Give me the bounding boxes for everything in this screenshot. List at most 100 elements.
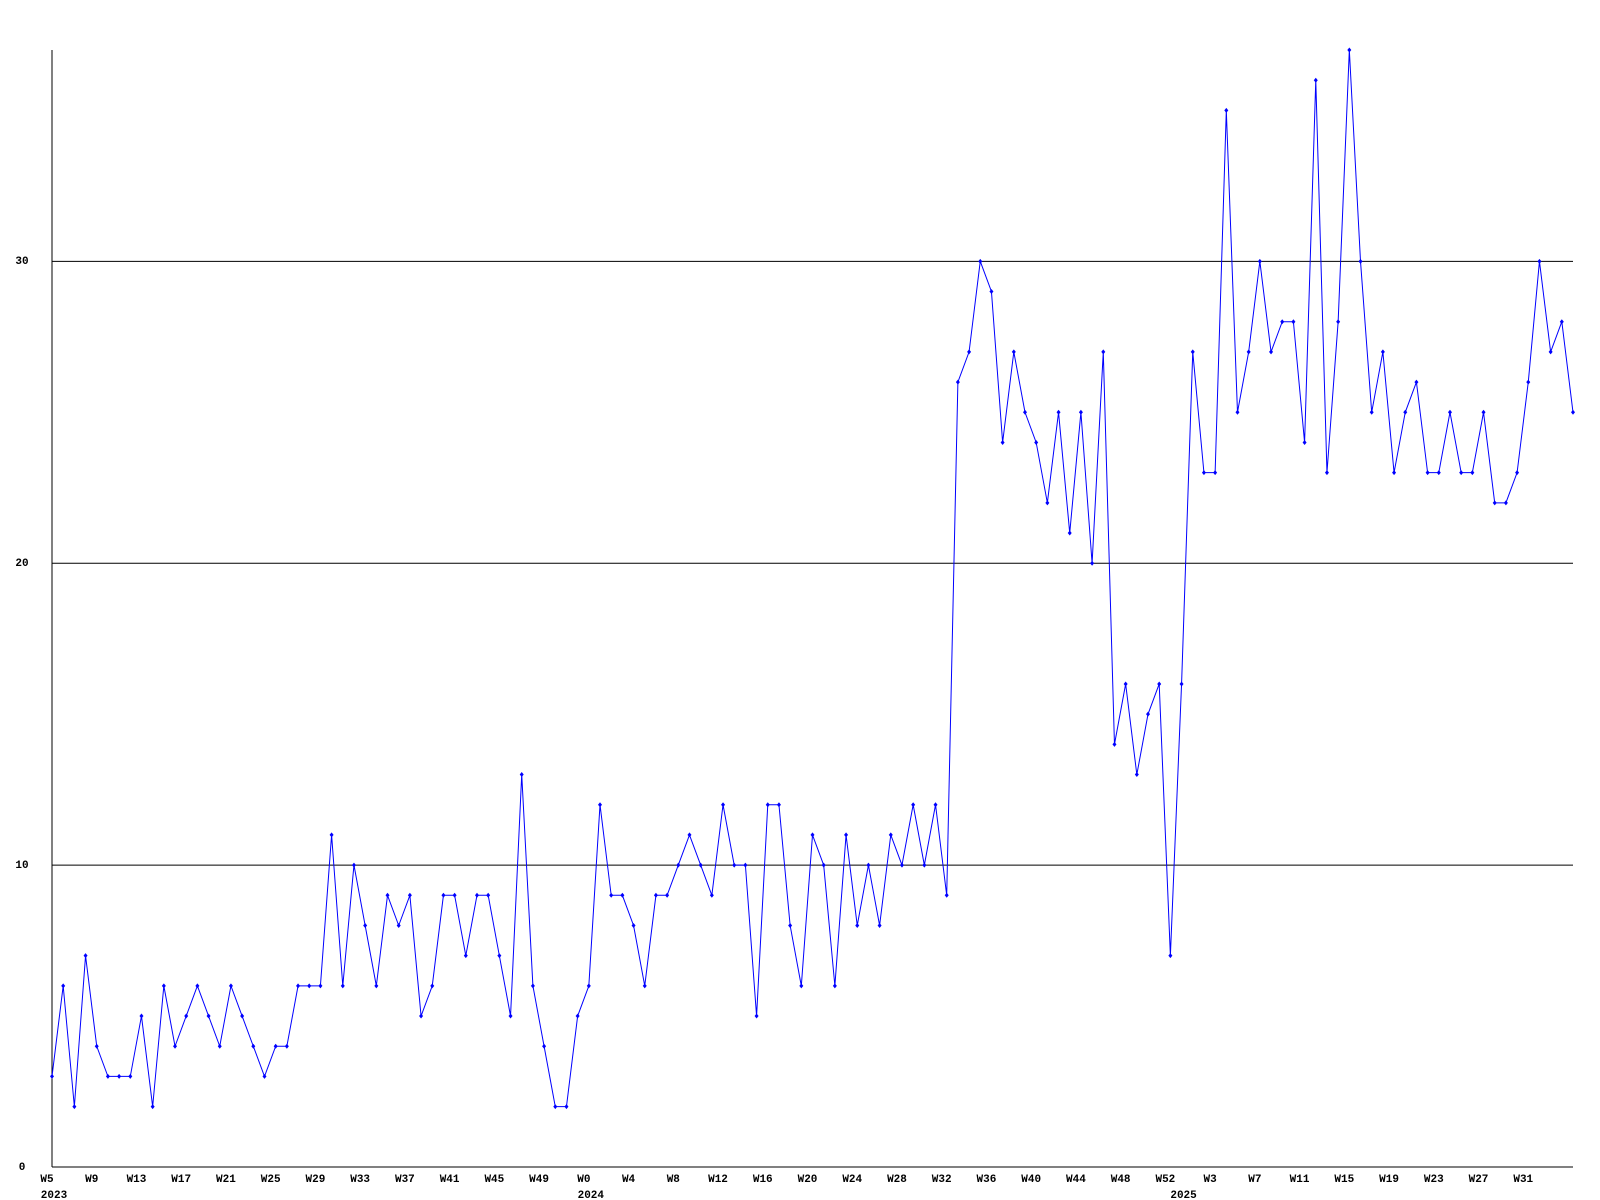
data-point: [50, 1073, 54, 1079]
data-point: [1571, 409, 1575, 415]
data-point: [1515, 470, 1520, 476]
data-point: [832, 983, 837, 989]
data-point: [1134, 772, 1139, 778]
data-point: [1101, 349, 1106, 355]
data-point: [206, 1013, 211, 1019]
x-tick-label: W25: [261, 1174, 281, 1186]
x-tick-label: W31: [1513, 1174, 1533, 1186]
x-tick-label: W4: [622, 1174, 636, 1186]
data-point: [944, 892, 949, 898]
data-point: [1425, 470, 1430, 476]
data-point: [743, 862, 748, 868]
x-tick-label: W40: [1021, 1174, 1041, 1186]
data-point: [1380, 349, 1385, 355]
data-point: [765, 802, 770, 808]
data-point: [374, 983, 379, 989]
data-point: [441, 892, 446, 898]
x-tick-label: W49: [529, 1174, 549, 1186]
data-point: [530, 983, 535, 989]
data-point: [586, 983, 591, 989]
data-point: [340, 983, 345, 989]
x-tick-label: W12: [708, 1174, 728, 1186]
data-point: [1358, 258, 1363, 264]
data-point: [1548, 349, 1553, 355]
x-tick-label: W33: [350, 1174, 370, 1186]
data-point: [217, 1043, 222, 1049]
data-point: [1213, 470, 1218, 476]
y-tick-label: 0: [19, 1162, 26, 1174]
data-point: [1056, 409, 1061, 415]
x-tick-label: W15: [1334, 1174, 1354, 1186]
x-tick-label: W24: [842, 1174, 862, 1186]
data-point: [1470, 470, 1475, 476]
data-point: [1090, 560, 1095, 566]
data-point: [1000, 439, 1005, 445]
x-tick-label: W21: [216, 1174, 236, 1186]
series-line: [51, 49, 1574, 1108]
data-point: [978, 258, 983, 264]
x-tick-label: W20: [798, 1174, 818, 1186]
data-point: [888, 832, 893, 838]
data-point: [430, 983, 435, 989]
data-point: [1481, 409, 1486, 415]
data-point: [139, 1013, 144, 1019]
data-point: [452, 892, 457, 898]
data-point: [1347, 47, 1352, 53]
data-point: [94, 1043, 99, 1049]
data-point: [1392, 470, 1397, 476]
data-point: [284, 1043, 289, 1049]
data-point: [273, 1043, 278, 1049]
data-point: [810, 832, 815, 838]
data-point: [1280, 319, 1285, 325]
data-point: [1492, 500, 1497, 506]
data-point: [1235, 409, 1240, 415]
data-point: [262, 1073, 267, 1079]
data-point: [1146, 711, 1151, 717]
data-point: [631, 922, 636, 928]
x-tick-label: W13: [127, 1174, 147, 1186]
x-tick-label: W28: [887, 1174, 907, 1186]
data-point: [61, 983, 66, 989]
data-point: [1269, 349, 1274, 355]
x-tick-label: W41: [440, 1174, 460, 1186]
data-point: [989, 289, 994, 295]
data-point: [1436, 470, 1441, 476]
y-tick-label: 20: [15, 558, 28, 570]
data-point: [1257, 258, 1262, 264]
data-point: [173, 1043, 178, 1049]
data-point: [83, 953, 88, 959]
data-point: [150, 1104, 155, 1110]
x-tick-label: W37: [395, 1174, 415, 1186]
data-point: [1324, 470, 1329, 476]
data-point: [553, 1104, 558, 1110]
data-point: [385, 892, 390, 898]
y-tick-label: 30: [15, 256, 28, 268]
data-point: [1336, 319, 1341, 325]
data-point: [508, 1013, 513, 1019]
data-point: [195, 983, 200, 989]
x-tick-label: W19: [1379, 1174, 1399, 1186]
data-point: [967, 349, 972, 355]
data-point: [899, 862, 904, 868]
data-point: [1045, 500, 1050, 506]
data-point: [128, 1073, 133, 1079]
data-point: [1078, 409, 1083, 415]
data-point: [1168, 953, 1173, 959]
data-point: [1157, 681, 1162, 687]
data-point: [240, 1013, 245, 1019]
data-point: [407, 892, 412, 898]
data-point: [161, 983, 166, 989]
data-point: [1067, 530, 1072, 536]
data-point: [877, 922, 882, 928]
data-point: [922, 862, 927, 868]
data-point: [1011, 349, 1016, 355]
x-tick-label: W29: [306, 1174, 326, 1186]
data-point: [1224, 107, 1229, 113]
x-tick-label: W11: [1290, 1174, 1310, 1186]
data-point: [251, 1043, 256, 1049]
data-point: [665, 892, 670, 898]
data-point: [307, 983, 312, 989]
x-tick-label: W16: [753, 1174, 773, 1186]
